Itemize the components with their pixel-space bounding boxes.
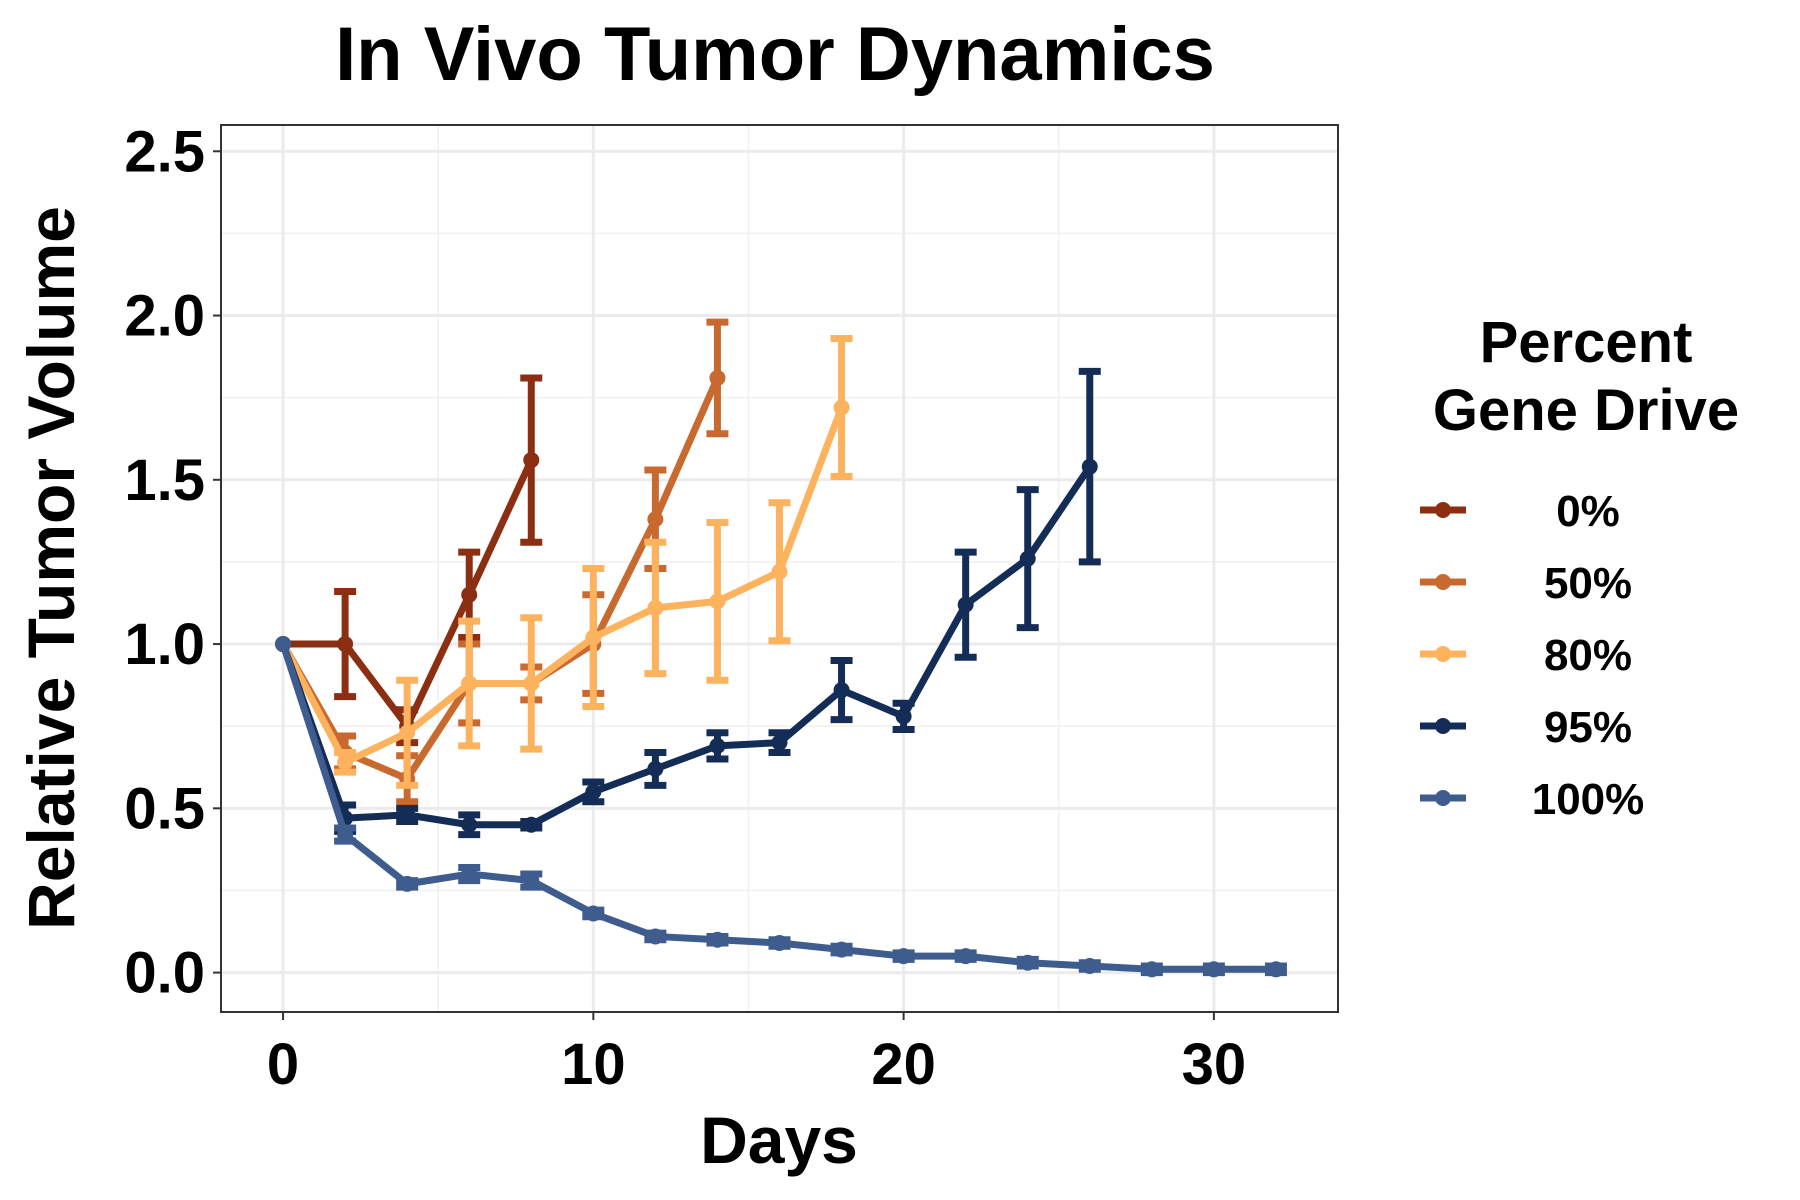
y-axis-label: Relative Tumor Volume [14,206,88,930]
series-3-point [1019,550,1036,567]
plot-panel [220,124,1339,1013]
series-4-point [771,935,788,952]
legend-label: 95% [1544,703,1632,752]
series-2-point [337,754,354,771]
legend-items: 0% 50% 80% 95% 100% [1420,487,1644,824]
series-2-point [771,563,788,580]
series-2-point [523,675,540,692]
legend-key-point [1435,502,1451,518]
series-2-point [647,599,664,616]
legend-item-1: 50% [1420,559,1632,608]
series-2-point [585,629,602,646]
series-layer [275,318,1287,978]
series-4-point [647,928,664,945]
legend-label: 100% [1532,775,1645,824]
series-4-point [895,948,912,965]
x-tick-label: 10 [561,1032,626,1097]
series-4-point [461,866,478,883]
series-3-point [833,682,850,699]
series-4-point [337,826,354,843]
chart-title: In Vivo Tumor Dynamics [335,12,1215,97]
legend-title-line1: Percent [1480,310,1693,375]
series-3-point [647,760,664,777]
series-4-point [833,941,850,958]
legend-key-point [1435,574,1451,590]
series-0-point [523,452,540,469]
series-3-point [1081,458,1098,475]
series-3-point [399,806,416,823]
series-4-point [1205,961,1222,978]
series-3-point [709,737,726,754]
series-4-point [957,948,974,965]
series-2-line [279,404,846,766]
series-1-point [709,369,726,386]
series-0-point [337,636,354,653]
y-tick-label: 2.0 [124,284,205,349]
series-4 [275,636,1287,978]
legend-label: 50% [1544,559,1632,608]
series-4-point [585,905,602,922]
series-2-point [461,675,478,692]
series-4-point [1267,961,1284,978]
series-3-point [895,708,912,725]
series-2-point [709,593,726,610]
legend-key-point [1435,646,1451,662]
series-4-point [709,931,726,948]
legend: Percent Gene Drive 0% 50% 80% 95% 100% [1420,310,1739,824]
y-tick-label: 1.5 [124,448,205,513]
legend-item-0: 0% [1420,487,1620,536]
y-tick-label: 2.5 [124,119,205,184]
series-4-point [1143,961,1160,978]
y-tick-label: 1.0 [124,612,205,677]
series-2 [275,335,853,789]
series-4-point [1081,958,1098,975]
series-3-line [279,463,1094,829]
y-axis: 0.0 0.5 1.0 1.5 2.0 2.5 [124,119,221,1006]
legend-title-line2: Gene Drive [1433,378,1739,443]
series-2-point [833,399,850,416]
x-tick-label: 20 [871,1032,936,1097]
grid-major [221,125,1338,1012]
series-4-point [523,872,540,889]
series-2-point [399,724,416,741]
legend-label: 80% [1544,631,1632,680]
legend-item-3: 95% [1420,703,1632,752]
x-tick-label: 0 [267,1032,299,1097]
legend-key-point [1435,718,1451,734]
x-tick-label: 30 [1182,1032,1247,1097]
series-0-point [461,586,478,603]
plot-border [220,124,1339,1013]
legend-item-4: 100% [1420,775,1644,824]
legend-item-2: 80% [1420,631,1632,680]
series-3-point [957,596,974,613]
series-3-point [523,816,540,833]
series-4-point [275,636,292,653]
series-3-point [771,734,788,751]
y-tick-label: 0.5 [124,776,205,841]
y-tick-label: 0.0 [124,941,205,1006]
series-3-point [585,783,602,800]
series-3 [275,367,1101,839]
series-1-point [647,511,664,528]
legend-label: 0% [1556,487,1620,536]
legend-key-point [1435,790,1451,806]
x-axis-label: Days [700,1103,858,1177]
series-4-point [399,875,416,892]
x-axis: 0 10 20 30 [267,1012,1246,1097]
series-3-point [461,816,478,833]
series-4-point [1019,954,1036,971]
